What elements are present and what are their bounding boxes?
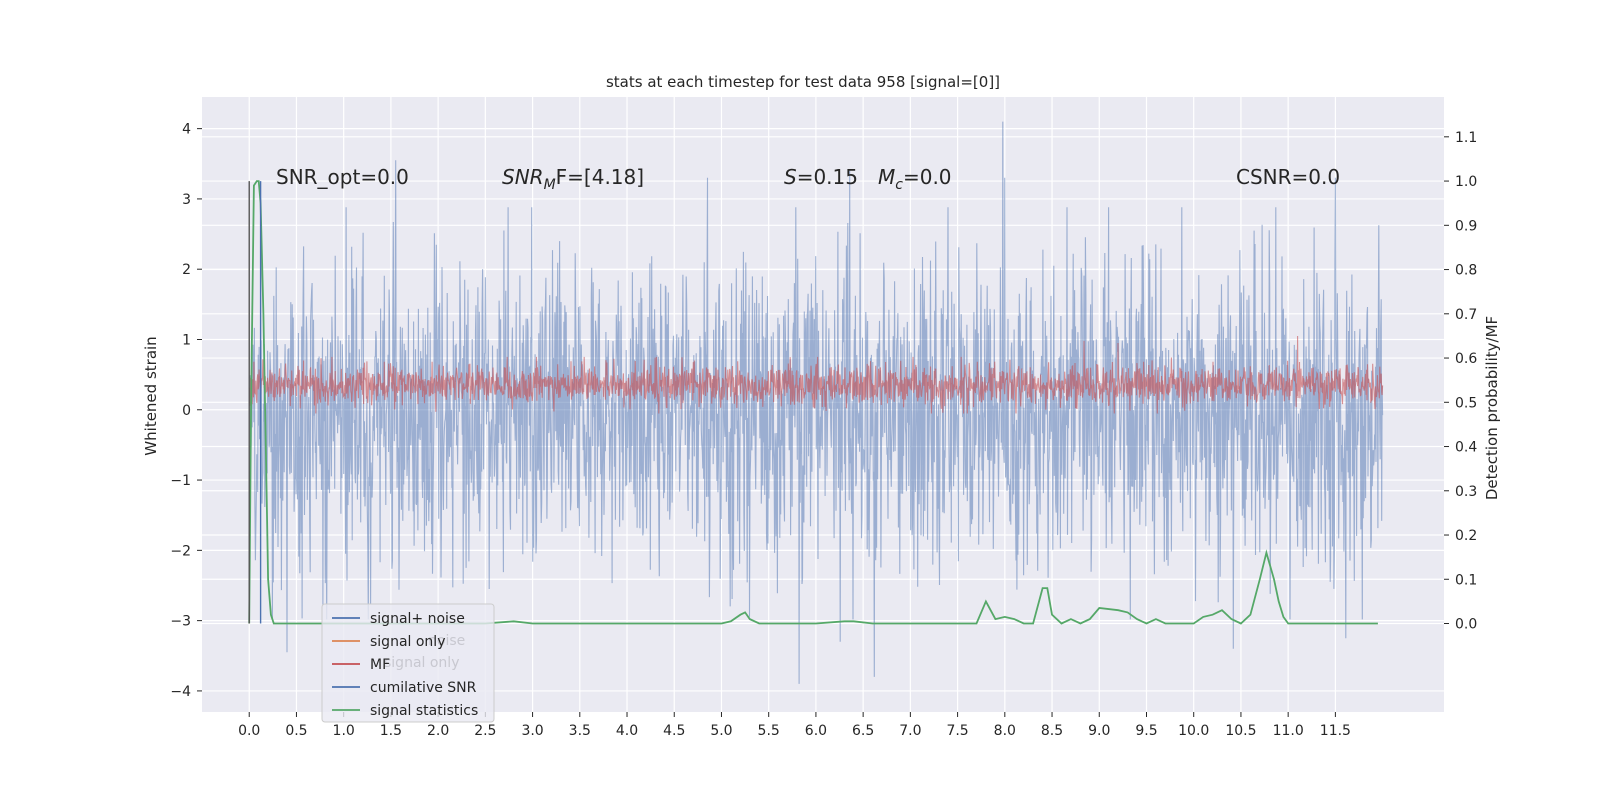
x-tick-label: 4.0 xyxy=(616,723,638,739)
y-tick-label: 1 xyxy=(182,332,191,348)
y-right-tick-label: 0.9 xyxy=(1455,218,1477,234)
axes: 0.0 0.5 1.0 1.5 2.0 2.5 3.0 3.5 4.0 4.5 5.0 5.5 6.0 6… xyxy=(170,122,1477,739)
annotation-mc: Mc=0.0 xyxy=(878,165,952,193)
x-tick-label: 0.0 xyxy=(238,723,260,739)
x-tick-label: 10.0 xyxy=(1178,723,1209,739)
annotations: SNR_opt=0.0 SNRMF=[4.18] S=0.15 Mc=0.0 C… xyxy=(276,165,1340,193)
y-right-tick-label: 1.0 xyxy=(1455,174,1477,190)
x-tick-label: 3.0 xyxy=(521,723,543,739)
y-right-tick-label: 0.6 xyxy=(1455,351,1477,367)
annotation-snr-mf-main: SNR xyxy=(502,165,544,189)
annotation-mc-sub: c xyxy=(895,177,903,193)
x-tick-label: 6.5 xyxy=(852,723,874,739)
annotation-s: S=0.15 xyxy=(784,165,858,189)
x-tick-label: 6.0 xyxy=(805,723,827,739)
y-right-tick-label: 0.5 xyxy=(1455,395,1477,411)
x-tick-label: 1.5 xyxy=(380,723,402,739)
y-axis-label: Whitened strain xyxy=(142,336,160,455)
y-right-tick-label: 0.1 xyxy=(1455,572,1477,588)
annotation-s-val: =0.15 xyxy=(797,165,858,189)
annotation-snr-mf-sub: M xyxy=(544,177,556,193)
x-tick-label: 7.0 xyxy=(899,723,921,739)
y-axis-label-right: Detection probability/MF xyxy=(1483,316,1501,500)
legend-box xyxy=(321,603,495,723)
y-tick-label: −1 xyxy=(170,473,191,489)
legend-label: signal+ noise xyxy=(370,611,465,627)
chart-title: stats at each timestep for test data 958… xyxy=(606,73,1000,91)
annotation-snr-mf: SNRMF=[4.18] xyxy=(502,165,644,193)
annotation-mc-var: M xyxy=(878,165,895,189)
x-tick-label: 2.5 xyxy=(474,723,496,739)
y-tick-label: 0 xyxy=(182,403,191,419)
annotation-mc-val: =0.0 xyxy=(903,165,952,189)
legend-label: signal only xyxy=(370,634,445,650)
y-right-tick-label: 0.3 xyxy=(1455,484,1477,500)
y-right-tick-label: 0.4 xyxy=(1455,440,1477,456)
x-tick-label: 8.0 xyxy=(994,723,1016,739)
y-right-tick-label: 0.0 xyxy=(1455,617,1477,633)
y-tick-label: 2 xyxy=(182,262,191,278)
y-right-tick-label: 0.8 xyxy=(1455,263,1477,279)
y-tick-label: 4 xyxy=(182,122,191,138)
y-right-tick-label: 0.2 xyxy=(1455,528,1477,544)
x-tick-label: 10.5 xyxy=(1225,723,1256,739)
legend-ghost-text-1: noise xyxy=(428,633,465,649)
x-tick-label: 5.0 xyxy=(710,723,732,739)
x-tick-label: 9.0 xyxy=(1088,723,1110,739)
x-tick-label: 4.5 xyxy=(663,723,685,739)
series-group xyxy=(248,121,1384,684)
legend-label: MF xyxy=(370,657,390,673)
x-tick-label: 0.5 xyxy=(285,723,307,739)
x-tick-label: 3.5 xyxy=(569,723,591,739)
x-tick-label: 7.5 xyxy=(946,723,968,739)
y-tick-label: 3 xyxy=(182,192,191,208)
series-signal-statistics xyxy=(248,180,1378,625)
annotation-snr-mf-rest: F=[4.18] xyxy=(556,165,644,189)
legend-label: cumilative SNR xyxy=(370,680,477,696)
x-tick-label: 11.5 xyxy=(1320,723,1351,739)
annotation-snr-opt: SNR_opt=0.0 xyxy=(276,165,409,189)
x-tick-label: 8.5 xyxy=(1041,723,1063,739)
x-tick-label: 11.0 xyxy=(1273,723,1304,739)
series-mf xyxy=(248,335,1384,414)
x-tick-label: 2.0 xyxy=(427,723,449,739)
x-tick-label: 5.5 xyxy=(758,723,780,739)
y-right-tick-label: 1.1 xyxy=(1455,130,1477,146)
legend: noise signal only signal+ noise signal on… xyxy=(321,603,495,723)
y-tick-label: −2 xyxy=(170,543,191,559)
y-right-tick-label: 0.7 xyxy=(1455,307,1477,323)
y-tick-label: −3 xyxy=(170,614,191,630)
x-tick-label: 1.0 xyxy=(333,723,355,739)
y-tick-label: −4 xyxy=(170,684,191,700)
legend-label: signal statistics xyxy=(370,703,478,719)
x-tick-label: 9.5 xyxy=(1135,723,1157,739)
annotation-csnr: CSNR=0.0 xyxy=(1236,165,1340,189)
annotation-s-var: S xyxy=(784,165,797,189)
legend-ghost-text-2: signal only xyxy=(384,655,459,671)
